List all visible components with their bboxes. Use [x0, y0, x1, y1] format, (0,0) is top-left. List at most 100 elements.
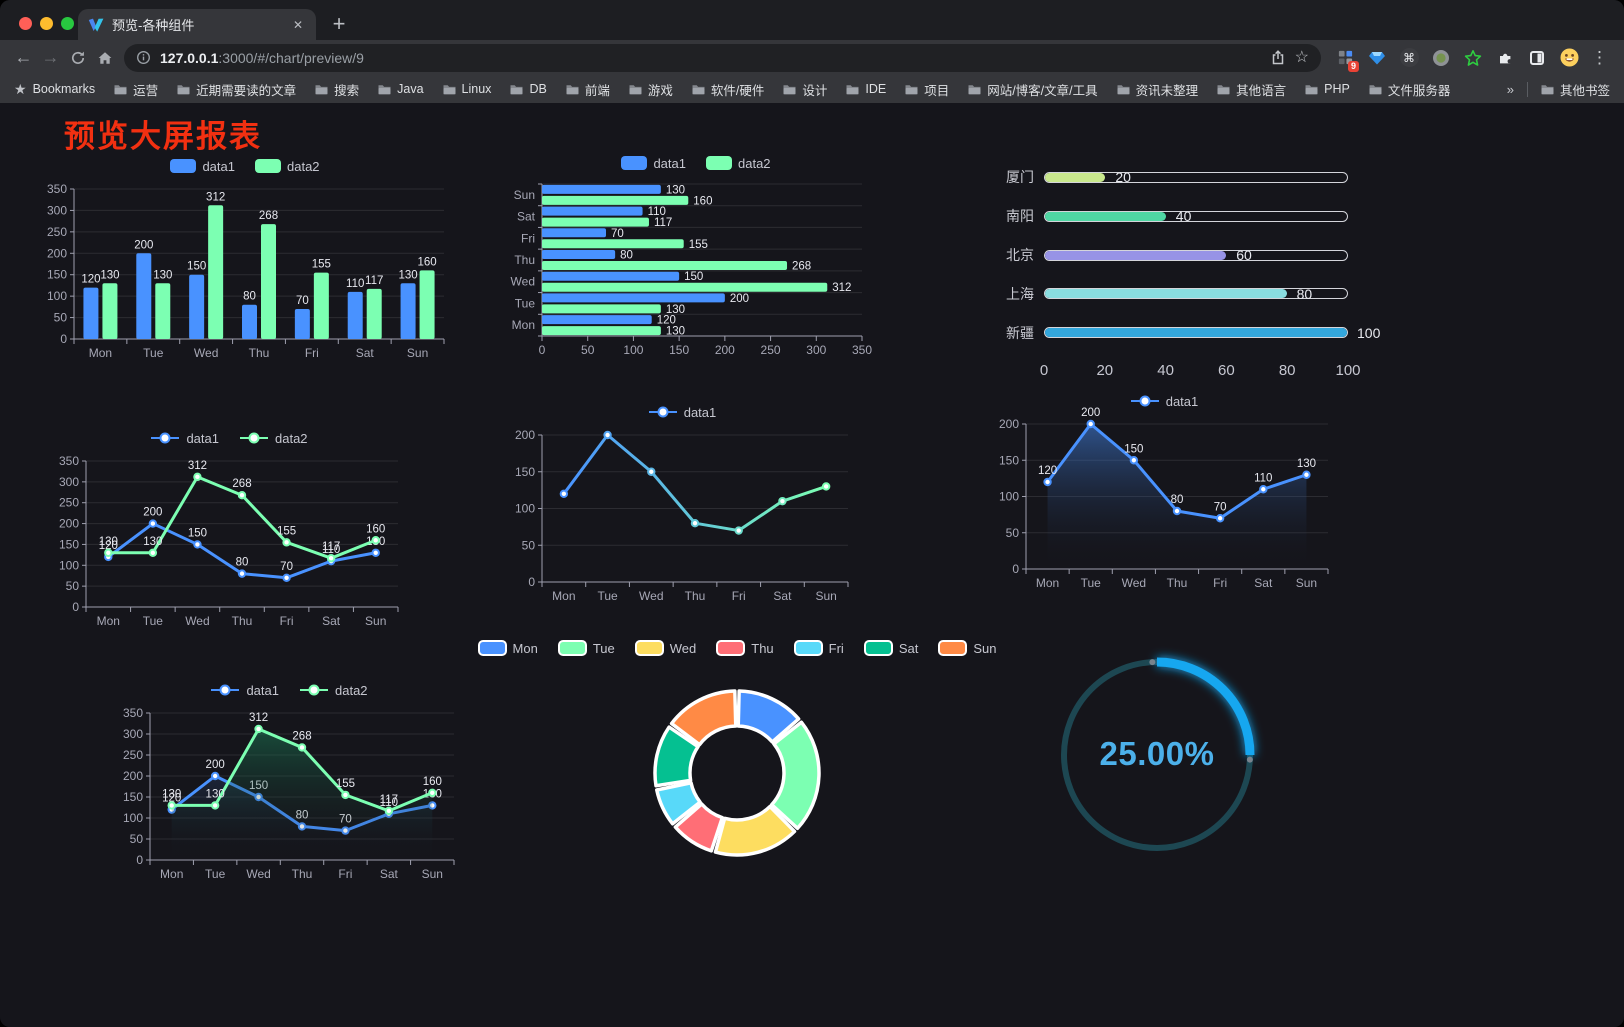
legend-item-Wed[interactable]: Wed	[634, 640, 696, 656]
progress-label: 新疆	[1006, 324, 1034, 341]
svg-text:155: 155	[312, 259, 331, 271]
site-info-icon[interactable]	[136, 50, 151, 65]
legend-line-marker-icon	[1130, 395, 1159, 407]
bookmark-item-12[interactable]: 网站/博客/文章/工具	[968, 80, 1098, 99]
legend-item-data1[interactable]: data1	[150, 431, 219, 446]
svg-text:200: 200	[730, 293, 749, 305]
browser-menu-icon[interactable]: ⋮	[1591, 47, 1608, 67]
legend-item-Fri[interactable]: Fri	[793, 640, 844, 656]
bookmark-item-9[interactable]: 设计	[783, 80, 827, 99]
svg-text:312: 312	[206, 191, 225, 203]
bookmark-item-16[interactable]: 文件服务器	[1369, 80, 1450, 99]
extension-record-icon[interactable]	[1431, 48, 1451, 68]
svg-text:110: 110	[346, 278, 364, 290]
bookmark-label: DB	[529, 82, 547, 96]
tab-close-icon[interactable]: ✕	[292, 17, 304, 32]
legend-item-data1[interactable]: data1	[210, 683, 279, 698]
legend-item-data1[interactable]: data1	[648, 405, 716, 420]
legend-item-Sun[interactable]: Sun	[938, 640, 996, 656]
zoom-window-button[interactable]	[61, 17, 74, 30]
url-bar[interactable]: 127.0.0.1:3000/#/chart/preview/9 ☆	[124, 43, 1321, 72]
extension-gem-icon[interactable]	[1367, 48, 1387, 68]
svg-text:Wed: Wed	[246, 867, 270, 881]
bookmark-item-13[interactable]: 资讯未整理	[1117, 80, 1198, 99]
bookmark-item-2[interactable]: 搜索	[315, 80, 359, 99]
svg-text:160: 160	[417, 256, 436, 268]
svg-text:312: 312	[832, 282, 851, 294]
bookmark-item-5[interactable]: DB	[510, 80, 547, 99]
bookmark-star-icon[interactable]: ☆	[1294, 48, 1309, 66]
svg-text:155: 155	[689, 239, 708, 251]
other-bookmarks-folder[interactable]: 其他书签	[1541, 80, 1610, 99]
bookmark-item-6[interactable]: 前端	[566, 80, 610, 99]
legend-label: Mon	[512, 640, 538, 656]
home-button[interactable]	[91, 44, 118, 71]
legend-item-data1[interactable]: data1	[1130, 394, 1198, 409]
svg-text:80: 80	[1171, 494, 1184, 506]
legend-swatch-icon	[938, 640, 968, 656]
extension-star-icon[interactable]	[1463, 48, 1483, 68]
legend-line-marker-icon	[151, 432, 180, 444]
share-icon[interactable]	[1270, 49, 1286, 66]
reading-mode-icon[interactable]	[1527, 48, 1547, 68]
chart-legend: data1	[502, 401, 862, 423]
bookmark-item-1[interactable]: 近期需要读的文章	[177, 80, 296, 99]
legend-item-Tue[interactable]: Tue	[557, 640, 615, 656]
forward-button[interactable]: →	[41, 47, 60, 67]
svg-text:Tue: Tue	[1081, 576, 1102, 590]
bookmark-item-4[interactable]: Linux	[443, 80, 491, 99]
legend-item-data2[interactable]: data2	[299, 683, 368, 698]
bookmark-item-3[interactable]: Java	[378, 80, 424, 99]
progress-label: 厦门	[1006, 169, 1034, 186]
legend-item-data1[interactable]: data1	[621, 156, 686, 171]
close-window-button[interactable]	[19, 17, 32, 30]
legend-item-Sat[interactable]: Sat	[863, 640, 918, 656]
bookmark-item-15[interactable]: PHP	[1305, 80, 1350, 99]
svg-text:Sun: Sun	[514, 188, 535, 202]
extension-command-icon[interactable]: ⌘	[1399, 48, 1419, 68]
chart-legend: data1 data2	[500, 152, 892, 174]
legend-item-data2[interactable]: data2	[706, 156, 771, 171]
browser-tab[interactable]: 预览-各种组件 ✕	[78, 9, 316, 40]
legend-item-Thu[interactable]: Thu	[716, 640, 774, 656]
svg-text:100: 100	[999, 490, 1019, 504]
url-text[interactable]: 127.0.0.1:3000/#/chart/preview/9	[160, 49, 364, 66]
new-tab-button[interactable]: +	[332, 11, 346, 36]
svg-text:0: 0	[1012, 562, 1019, 576]
progress-track: 100	[1044, 325, 1380, 341]
svg-text:150: 150	[47, 268, 67, 282]
extension-grid-icon[interactable]: 9	[1335, 48, 1359, 72]
minimize-window-button[interactable]	[40, 17, 53, 30]
back-button[interactable]: ←	[14, 47, 33, 67]
progress-fill	[1045, 250, 1227, 260]
folder-icon	[846, 84, 859, 95]
legend-line-marker-icon	[300, 684, 328, 696]
svg-text:150: 150	[59, 537, 79, 551]
folder-icon	[566, 84, 579, 95]
svg-text:150: 150	[187, 261, 206, 273]
axis-tick-label: 60	[1218, 362, 1235, 380]
reload-button[interactable]	[64, 44, 91, 71]
bookmark-item-10[interactable]: IDE	[846, 80, 886, 99]
svg-text:0: 0	[539, 343, 546, 357]
legend-item-Mon[interactable]: Mon	[477, 640, 538, 656]
svg-text:200: 200	[134, 239, 153, 251]
bookmark-item-11[interactable]: 项目	[905, 80, 949, 99]
progress-track: 80	[1044, 286, 1348, 302]
bookmark-label: 运营	[133, 83, 159, 98]
extensions-area: 9 ⌘	[1329, 48, 1585, 72]
svg-text:Fri: Fri	[732, 589, 746, 603]
bookmark-item-7[interactable]: 游戏	[629, 80, 673, 99]
bookmarks-overflow-icon[interactable]: »	[1506, 81, 1514, 97]
profile-avatar-icon[interactable]	[1559, 48, 1579, 68]
bookmark-item-8[interactable]: 软件/硬件	[692, 80, 764, 99]
bookmarks-root[interactable]: ★ Bookmarks	[14, 81, 95, 98]
extensions-puzzle-icon[interactable]	[1495, 48, 1515, 68]
svg-text:100: 100	[515, 502, 535, 516]
bookmark-item-14[interactable]: 其他语言	[1217, 80, 1286, 99]
legend-item-data1[interactable]: data1	[170, 159, 235, 174]
legend-item-data2[interactable]: data2	[255, 159, 320, 174]
legend-item-data2[interactable]: data2	[239, 431, 308, 446]
axis-tick-label: 80	[1278, 362, 1296, 380]
bookmark-item-0[interactable]: 运营	[114, 80, 158, 99]
